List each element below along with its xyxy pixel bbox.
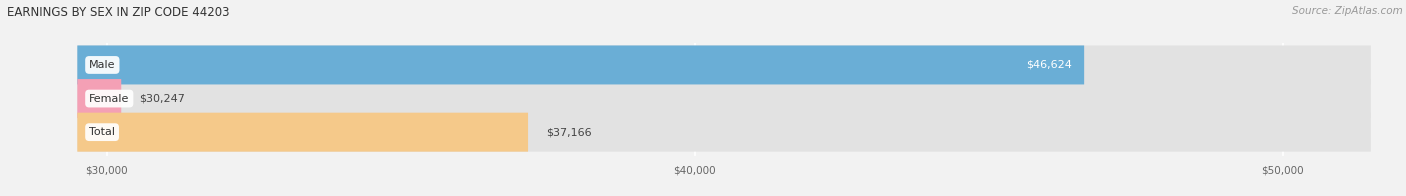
Text: Female: Female	[89, 93, 129, 103]
FancyBboxPatch shape	[77, 45, 1371, 84]
FancyBboxPatch shape	[77, 79, 1371, 118]
Text: $30,247: $30,247	[139, 93, 184, 103]
Text: $37,166: $37,166	[546, 127, 592, 137]
Text: EARNINGS BY SEX IN ZIP CODE 44203: EARNINGS BY SEX IN ZIP CODE 44203	[7, 6, 229, 19]
Text: Total: Total	[89, 127, 115, 137]
FancyBboxPatch shape	[77, 45, 1084, 84]
FancyBboxPatch shape	[77, 113, 1371, 152]
Text: Male: Male	[89, 60, 115, 70]
FancyBboxPatch shape	[77, 113, 529, 152]
FancyBboxPatch shape	[77, 79, 121, 118]
Text: $46,624: $46,624	[1026, 60, 1073, 70]
Text: Source: ZipAtlas.com: Source: ZipAtlas.com	[1292, 6, 1403, 16]
